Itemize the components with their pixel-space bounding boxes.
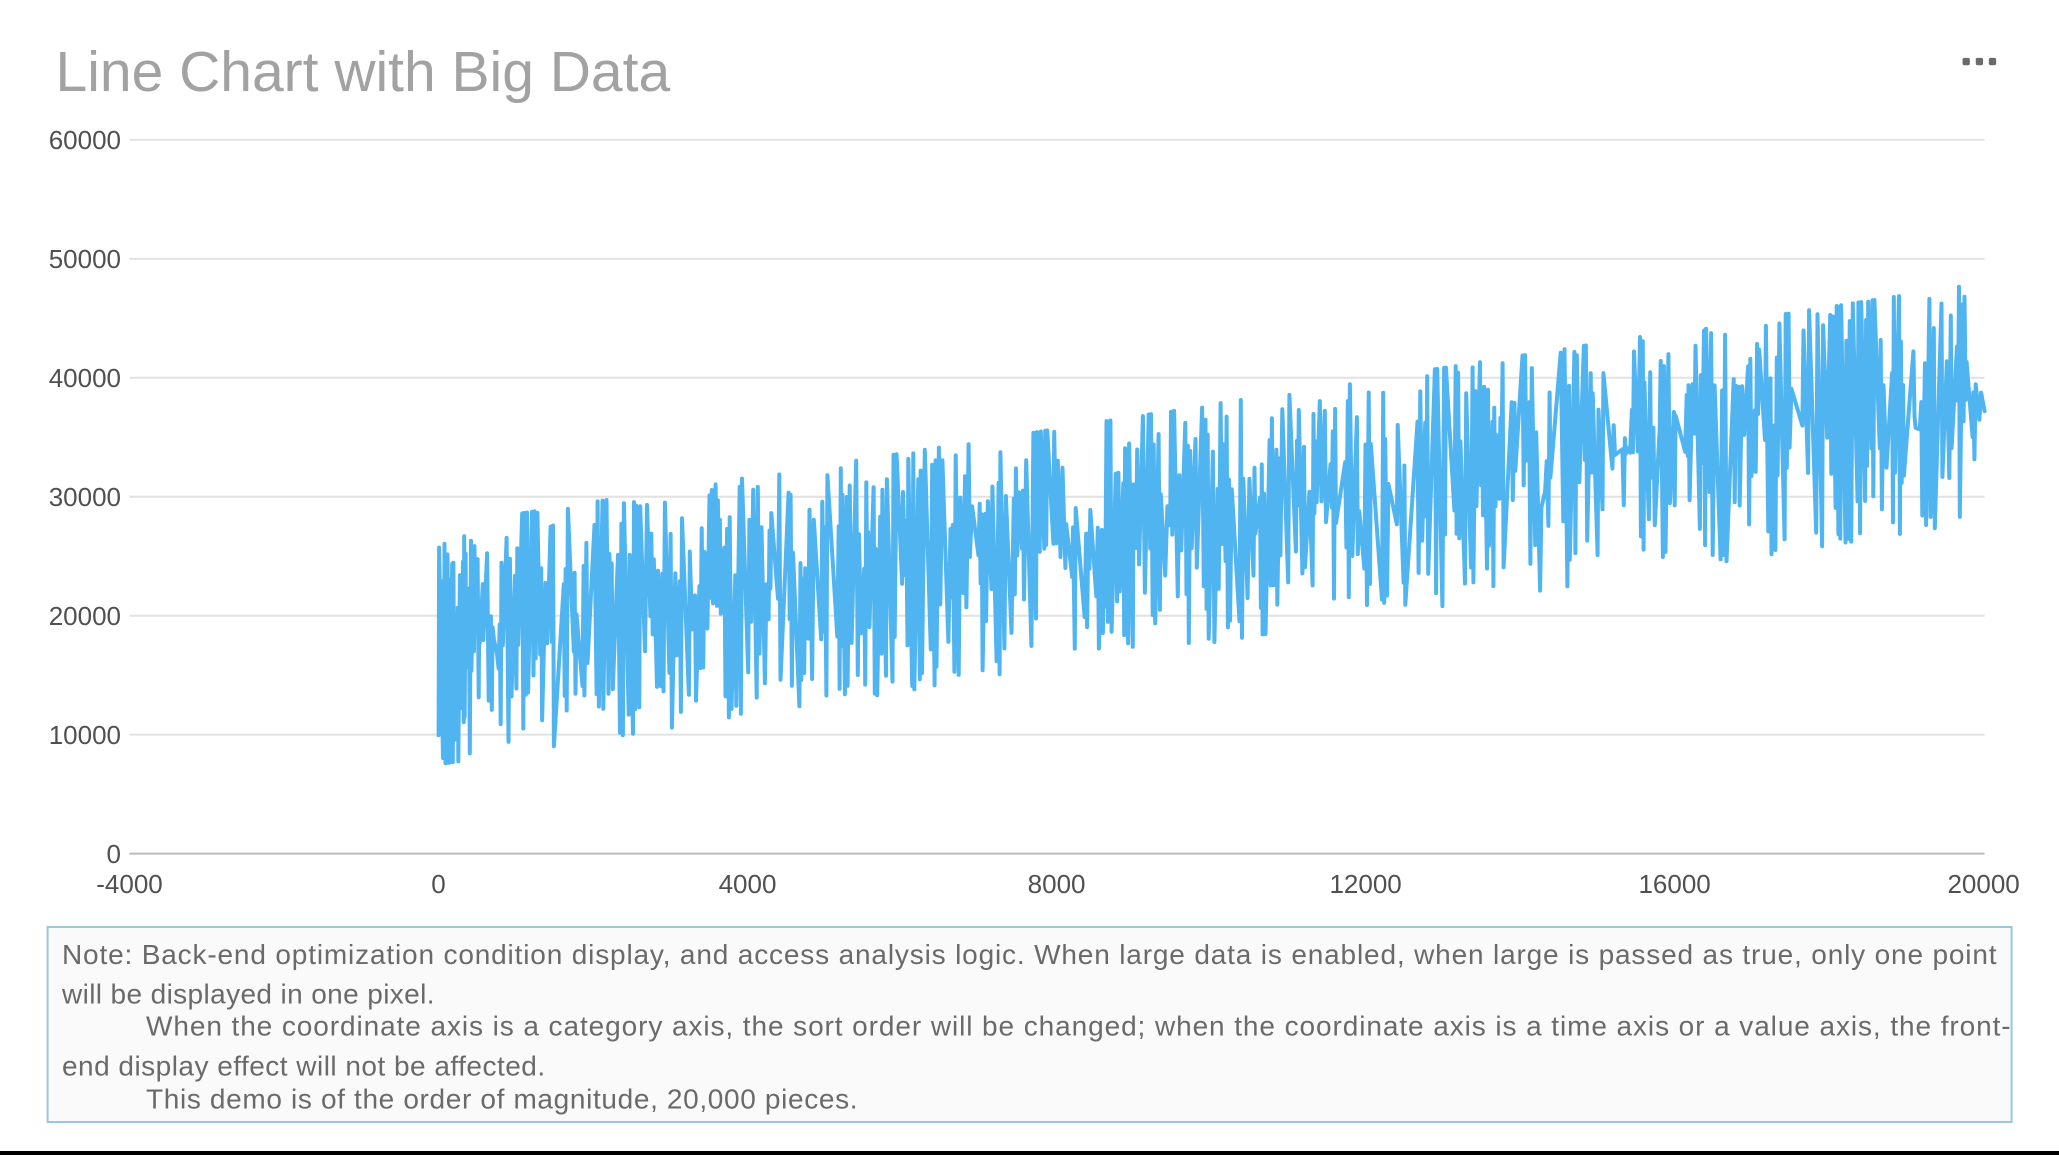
svg-text:0: 0	[107, 839, 121, 869]
svg-text:30000: 30000	[49, 482, 121, 512]
svg-text:20000: 20000	[49, 601, 121, 631]
svg-text:This demo is of the order of m: This demo is of the order of magnitude, …	[146, 1083, 858, 1114]
svg-text:50000: 50000	[49, 244, 121, 274]
svg-text:40000: 40000	[49, 363, 121, 393]
svg-text:10000: 10000	[49, 720, 121, 750]
svg-text:8000: 8000	[1028, 869, 1086, 899]
svg-text:Line Chart with Big Data: Line Chart with Big Data	[56, 40, 671, 104]
svg-text:16000: 16000	[1638, 869, 1710, 899]
svg-text:0: 0	[431, 869, 445, 899]
svg-text:20000: 20000	[1947, 869, 2019, 899]
svg-text:When the coordinate axis is a: When the coordinate axis is a category a…	[146, 1011, 2012, 1042]
svg-text:will be displayed in one pixel: will be displayed in one pixel.	[61, 979, 435, 1010]
svg-text:4000: 4000	[719, 869, 777, 899]
svg-text:end display effect will not be: end display effect will not be affected.	[62, 1050, 546, 1081]
svg-text:12000: 12000	[1329, 869, 1401, 899]
svg-text:60000: 60000	[49, 125, 121, 155]
svg-text:Note: Back-end optimization co: Note: Back-end optimization condition di…	[62, 939, 1997, 970]
svg-text:-4000: -4000	[96, 869, 163, 899]
